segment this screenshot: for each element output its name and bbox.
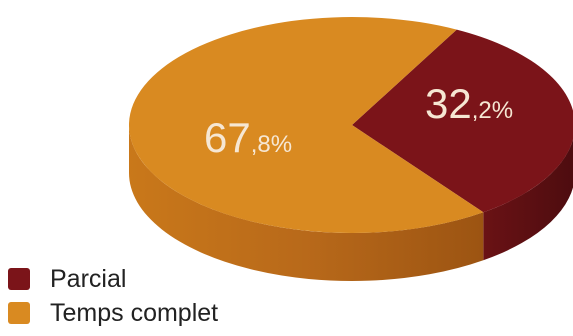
legend: Parcial Temps complet bbox=[8, 262, 218, 330]
legend-label-temps-complet: Temps complet bbox=[50, 299, 218, 328]
legend-swatch-parcial bbox=[8, 268, 30, 290]
pie-slices bbox=[129, 17, 573, 233]
legend-swatch-temps-complet bbox=[8, 302, 30, 324]
legend-label-parcial: Parcial bbox=[50, 265, 126, 294]
legend-item-parcial: Parcial bbox=[8, 262, 218, 296]
legend-item-temps-complet: Temps complet bbox=[8, 296, 218, 330]
